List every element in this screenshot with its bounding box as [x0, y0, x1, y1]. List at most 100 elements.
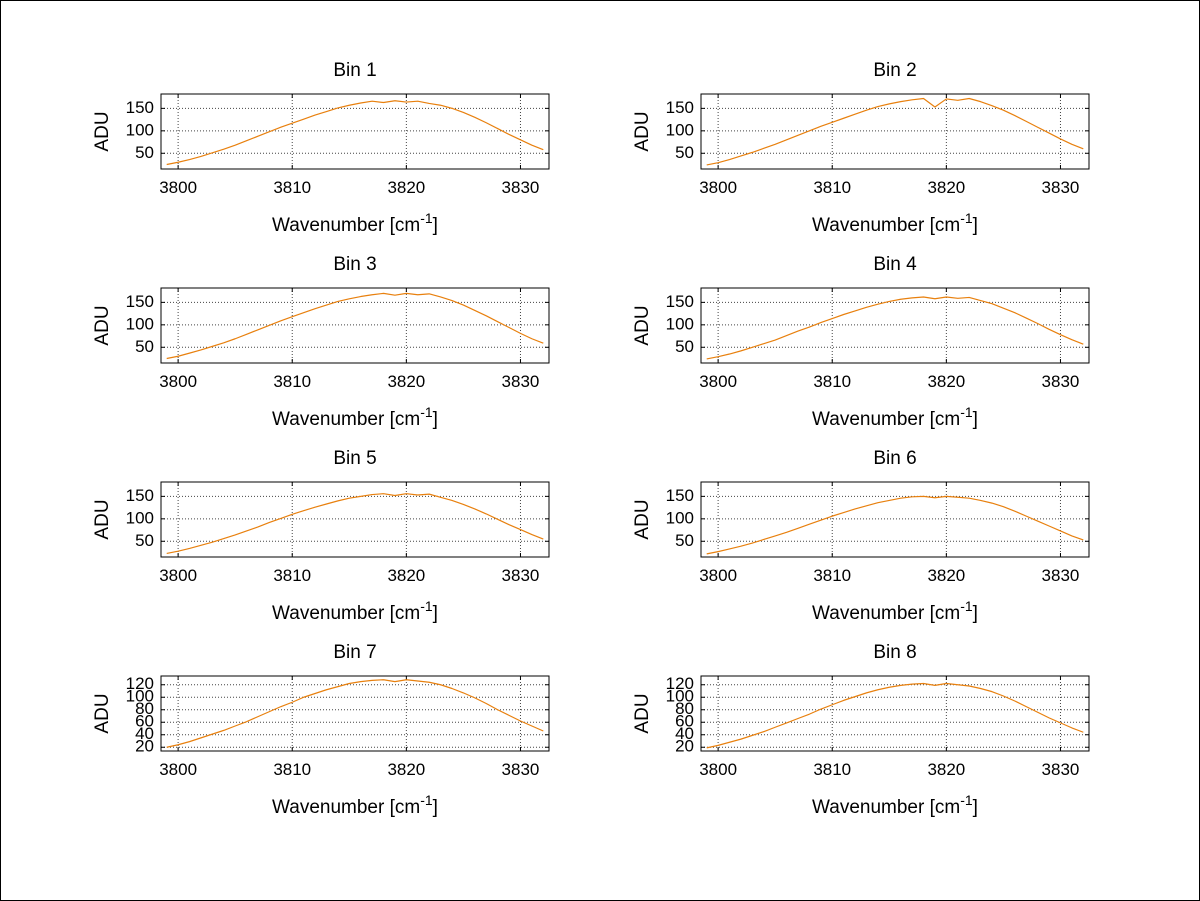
x-tick-label: 3810 — [273, 566, 311, 585]
y-tick-label: 120 — [666, 674, 694, 693]
axis-box — [160, 675, 550, 752]
y-tick-label: 20 — [675, 737, 694, 756]
y-tick-label: 50 — [135, 143, 154, 162]
x-tick-label: 3820 — [927, 760, 965, 779]
y-axis-label: ADU — [632, 693, 653, 733]
plot-line — [166, 100, 544, 166]
plot-line — [166, 493, 544, 554]
x-tick-label: 3810 — [813, 566, 851, 585]
x-tick-label: 3800 — [699, 372, 737, 391]
y-axis-label: ADU — [92, 693, 113, 733]
y-tick-label: 40 — [135, 724, 154, 743]
y-tick-label: 150 — [666, 486, 694, 505]
subplot-title: Bin 8 — [873, 642, 916, 663]
plot-line — [166, 679, 544, 748]
x-axis-label: Wavenumber [cm-1] — [272, 598, 438, 624]
x-tick-label: 3810 — [813, 178, 851, 197]
y-axis-label: ADU — [632, 305, 653, 345]
y-axis-label: ADU — [92, 499, 113, 539]
x-axis-label: Wavenumber [cm-1] — [812, 792, 978, 818]
x-tick-label: 3810 — [813, 372, 851, 391]
subplot-title: Bin 7 — [333, 642, 376, 663]
x-tick-label: 3820 — [927, 372, 965, 391]
y-tick-label: 100 — [126, 120, 154, 139]
y-tick-label: 100 — [666, 508, 694, 527]
x-axis-label: Wavenumber [cm-1] — [272, 404, 438, 430]
x-tick-label: 3820 — [387, 566, 425, 585]
x-tick-label: 3820 — [387, 760, 425, 779]
y-tick-label: 50 — [135, 531, 154, 550]
axis-box — [700, 481, 1090, 558]
plot-line — [706, 97, 1084, 166]
y-tick-label: 100 — [666, 314, 694, 333]
x-tick-label: 3800 — [159, 566, 197, 585]
y-tick-label: 150 — [666, 98, 694, 117]
x-tick-label: 3800 — [159, 372, 197, 391]
x-tick-label: 3830 — [1042, 566, 1080, 585]
subplot-title: Bin 3 — [333, 254, 376, 275]
subplot-title: Bin 1 — [333, 60, 376, 81]
axis-box — [700, 675, 1090, 752]
plot-line — [706, 296, 1084, 360]
x-tick-label: 3820 — [387, 372, 425, 391]
x-axis-label: Wavenumber [cm-1] — [812, 598, 978, 624]
x-tick-label: 3810 — [813, 760, 851, 779]
y-axis-label: ADU — [92, 305, 113, 345]
y-tick-label: 50 — [675, 143, 694, 162]
plot-line — [166, 292, 544, 360]
y-tick-label: 60 — [135, 712, 154, 731]
axis-box — [700, 287, 1090, 364]
y-tick-label: 150 — [666, 292, 694, 311]
y-tick-label: 150 — [126, 486, 154, 505]
x-tick-label: 3800 — [699, 178, 737, 197]
subplot-title: Bin 6 — [873, 448, 916, 469]
x-tick-label: 3830 — [1042, 178, 1080, 197]
x-tick-label: 3830 — [502, 760, 540, 779]
x-tick-label: 3820 — [927, 178, 965, 197]
x-tick-label: 3830 — [502, 178, 540, 197]
x-tick-label: 3800 — [699, 566, 737, 585]
x-tick-label: 3830 — [502, 566, 540, 585]
y-axis-label: ADU — [632, 499, 653, 539]
x-tick-label: 3820 — [387, 178, 425, 197]
y-tick-label: 20 — [135, 737, 154, 756]
plot-line — [706, 495, 1084, 555]
x-axis-label: Wavenumber [cm-1] — [812, 210, 978, 236]
axis-box — [160, 481, 550, 558]
x-axis-label: Wavenumber [cm-1] — [272, 210, 438, 236]
y-tick-label: 100 — [666, 120, 694, 139]
y-tick-label: 100 — [666, 687, 694, 706]
axis-box — [700, 93, 1090, 170]
y-tick-label: 150 — [126, 292, 154, 311]
subplot-title: Bin 4 — [873, 254, 917, 275]
x-axis-label: Wavenumber [cm-1] — [812, 404, 978, 430]
y-tick-label: 100 — [126, 687, 154, 706]
axis-box — [160, 287, 550, 364]
x-tick-label: 3830 — [1042, 372, 1080, 391]
y-tick-label: 150 — [126, 98, 154, 117]
x-tick-label: 3830 — [1042, 760, 1080, 779]
x-tick-label: 3810 — [273, 178, 311, 197]
y-tick-label: 100 — [126, 314, 154, 333]
y-tick-label: 60 — [675, 712, 694, 731]
x-axis-label: Wavenumber [cm-1] — [272, 792, 438, 818]
y-axis-label: ADU — [92, 111, 113, 151]
subplot-title: Bin 2 — [873, 60, 916, 81]
x-tick-label: 3820 — [927, 566, 965, 585]
y-tick-label: 40 — [675, 724, 694, 743]
x-tick-label: 3800 — [159, 760, 197, 779]
x-tick-label: 3800 — [699, 760, 737, 779]
axis-box — [160, 93, 550, 170]
y-tick-label: 80 — [675, 699, 694, 718]
x-tick-label: 3830 — [502, 372, 540, 391]
y-tick-label: 50 — [675, 337, 694, 356]
y-tick-label: 100 — [126, 508, 154, 527]
x-tick-label: 3800 — [159, 178, 197, 197]
y-axis-label: ADU — [632, 111, 653, 151]
x-tick-label: 3810 — [273, 760, 311, 779]
y-tick-label: 50 — [135, 337, 154, 356]
plot-line — [706, 682, 1084, 749]
subplot-title: Bin 5 — [333, 448, 376, 469]
